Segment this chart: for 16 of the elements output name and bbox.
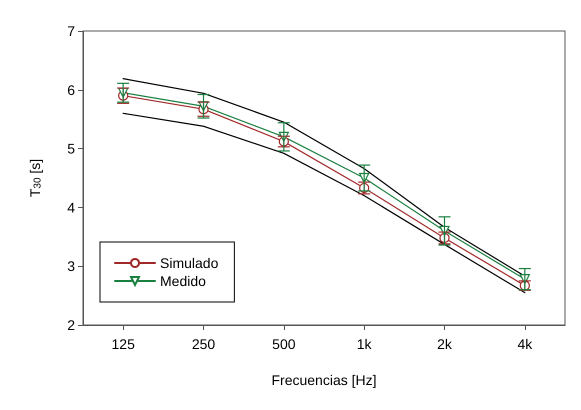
x-tick-label: 250	[192, 336, 216, 352]
legend-label: Simulado	[160, 255, 219, 271]
legend-label: Medido	[160, 273, 206, 289]
y-tick-label: 6	[67, 82, 76, 98]
x-axis-title: Frecuencias [Hz]	[271, 372, 377, 388]
x-tick-label: 125	[111, 336, 136, 352]
y-tick-label: 3	[67, 258, 76, 274]
x-tick-label: 1k	[356, 336, 373, 352]
y-tick-label: 7	[67, 23, 76, 39]
y-axis-title: T30 [s]	[27, 158, 44, 198]
x-tick-label: 4k	[517, 336, 534, 352]
y-tick-label: 5	[67, 140, 76, 157]
y-tick-label: 2	[67, 317, 76, 333]
x-tick-label: 500	[272, 336, 296, 352]
x-tick-label: 2k	[437, 336, 453, 352]
y-tick-label: 4	[67, 199, 76, 216]
